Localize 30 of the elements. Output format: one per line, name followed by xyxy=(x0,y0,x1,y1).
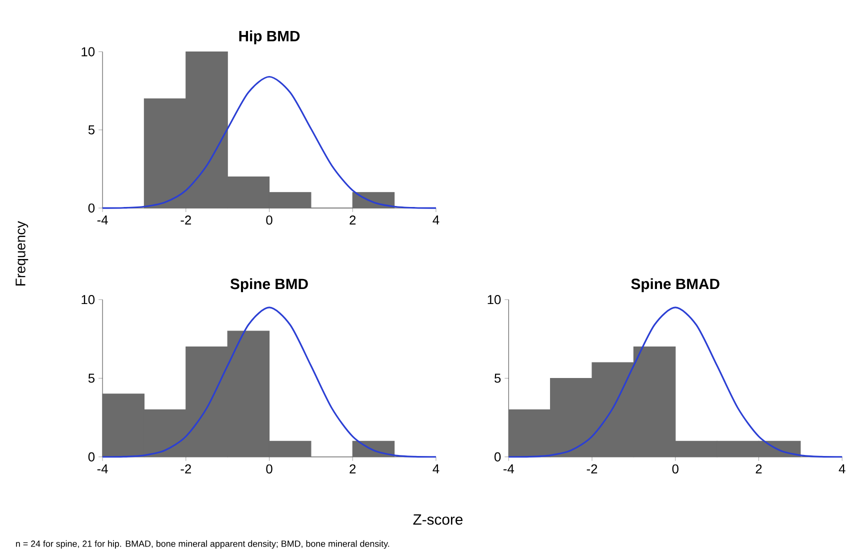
text: Z-score xyxy=(413,514,463,525)
text: Frequency xyxy=(16,220,28,286)
x-tick-label: 4 xyxy=(432,464,440,474)
x-tick-label: 4 xyxy=(838,464,846,474)
y-tick-label: 10 xyxy=(82,46,95,56)
x-tick-label: -2 xyxy=(586,464,598,474)
chart-title: Spine BMAD xyxy=(631,278,720,292)
x-tick-label: 0 xyxy=(266,464,272,474)
y-tick-label: 5 xyxy=(88,125,95,134)
x-tick-label: 2 xyxy=(350,215,356,224)
x-tick-label: 0 xyxy=(266,215,272,224)
x-tick-label: 2 xyxy=(756,464,762,474)
y-tick-label: 10 xyxy=(488,294,501,304)
x-tick-label: 2 xyxy=(350,464,356,474)
x-tick-label: 0 xyxy=(672,464,678,474)
chart-title: Spine BMD xyxy=(230,278,308,292)
y-tick-label: 0 xyxy=(88,452,95,462)
x-tick-label: -4 xyxy=(504,464,514,474)
y-tick-label: 0 xyxy=(88,203,95,212)
y-tick-label: 5 xyxy=(88,374,95,383)
x-tick-label: -2 xyxy=(180,464,191,474)
x-tick-label: -2 xyxy=(180,215,191,224)
y-tick-label: 10 xyxy=(82,294,95,304)
x-tick-label: -4 xyxy=(97,215,108,224)
x-tick-label: -4 xyxy=(97,464,108,474)
y-tick-label: 0 xyxy=(494,452,501,462)
chart-title: Hip BMD xyxy=(239,30,300,44)
x-tick-label: 4 xyxy=(432,215,440,224)
y-tick-label: 5 xyxy=(494,374,501,383)
text: n = 24 for spine, 21 for hip. BMAD, bone mineral apparent density; BMD, bone mineral density. xyxy=(16,540,390,548)
